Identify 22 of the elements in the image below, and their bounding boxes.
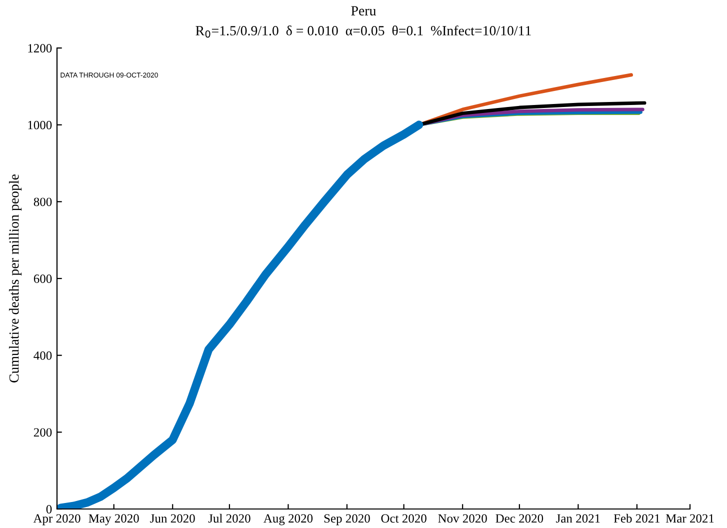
y-tick-label: 400 [34,351,52,360]
x-tick-label: Sep 2020 [324,514,370,526]
x-tick-label: Jan 2021 [556,514,600,523]
y-tick-label: 600 [34,274,52,283]
y-tick-label: 1000 [28,120,52,130]
x-tick-label: Apr 2020 [33,514,80,526]
x-tick-label: Mar 2021 [666,514,714,523]
y-tick-label: 200 [34,428,52,437]
y-tick-label: 800 [34,198,52,206]
chart-title: Peru [351,6,376,16]
x-tick-label: Jul 2020 [208,514,250,523]
chart-subtitle: R$_{0}$=1.5/0.9/1.0 δ = 0.010 α=0.05 θ=0.1 %Infect=10/10/11 [196,25,531,38]
y-tick-label: 1200 [28,44,52,52]
y-tick-label: 0 [46,505,52,514]
x-tick-label: Aug 2020 [264,514,313,526]
x-tick-label: Nov 2020 [438,514,487,523]
x-tick-label: Dec 2020 [496,514,544,523]
x-tick-label: Oct 2020 [381,514,426,523]
y-axis-title: Cumulative deaths per million people [8,174,22,382]
x-tick-label: May 2020 [88,514,139,526]
x-tick-label: Feb 2021 [614,514,660,523]
x-tick-label: Jun 2020 [150,514,195,523]
